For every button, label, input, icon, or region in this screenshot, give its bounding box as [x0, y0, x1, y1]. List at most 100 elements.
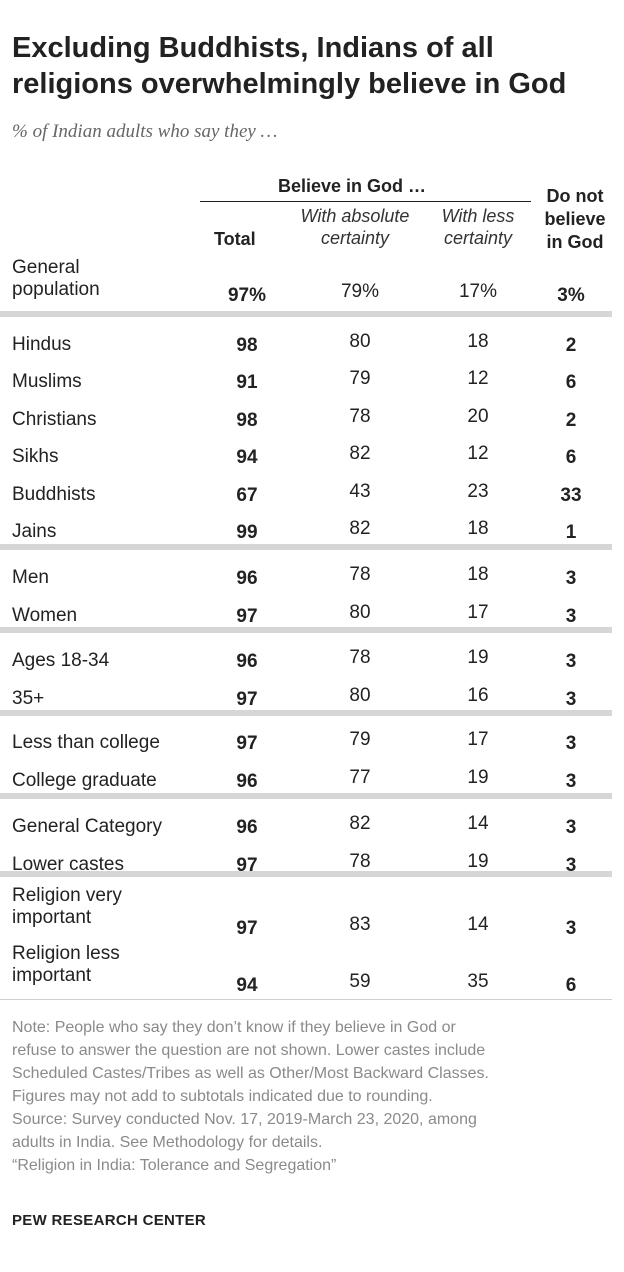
- note-line: Figures may not add to subtotals indicat…: [12, 1088, 433, 1105]
- cell-not: 3: [565, 606, 577, 627]
- cell-less: 19: [467, 851, 489, 872]
- cell-total: 94: [236, 447, 258, 468]
- cell-absolute: 83: [349, 914, 371, 935]
- row-label: General population: [12, 257, 100, 301]
- cell-not: 6: [565, 447, 577, 468]
- cell-total: 94: [236, 975, 258, 996]
- cell-not: 3: [565, 855, 577, 876]
- cell-absolute: 82: [349, 443, 371, 464]
- column-header-line: Do not: [546, 186, 604, 206]
- column-header-total: Total: [214, 229, 256, 249]
- cell-less: 18: [467, 331, 489, 352]
- cell-total: 96: [236, 771, 258, 792]
- row-label-line: Jains: [12, 521, 57, 542]
- row-label-line: Women: [12, 605, 78, 626]
- cell-absolute: 43: [349, 481, 371, 502]
- group-separator: [0, 871, 612, 877]
- row-label-line: population: [12, 279, 100, 300]
- cell-absolute: 82: [349, 518, 371, 539]
- chart-title: Excluding Buddhists, Indians of all reli…: [12, 30, 612, 102]
- column-header-line: certainty: [443, 228, 513, 248]
- note-line: refuse to answer the question are not sh…: [12, 1042, 486, 1059]
- cell-absolute: 80: [349, 685, 371, 706]
- group-separator: [0, 311, 612, 317]
- group-header-believe: Believe in God …: [278, 176, 427, 196]
- row-label: Lower castes: [12, 854, 124, 876]
- cell-absolute: 77: [349, 767, 371, 788]
- cell-total: 96: [236, 651, 258, 672]
- cell-not: 3%: [557, 285, 585, 306]
- cell-less: 14: [467, 914, 489, 935]
- row-label-line: Less than college: [12, 732, 160, 753]
- cell-not: 3: [565, 733, 577, 754]
- note-line: Source: Survey conducted Nov. 17, 2019-M…: [12, 1111, 477, 1128]
- cell-less: 14: [467, 813, 489, 834]
- row-label: Jains: [12, 521, 56, 543]
- cell-not: 6: [565, 372, 577, 393]
- cell-less: 12: [467, 443, 489, 464]
- row-label: 35+: [12, 688, 44, 710]
- cell-less: 17: [467, 602, 489, 623]
- cell-less: 23: [467, 481, 489, 502]
- column-header-absolute: With absolute certainty: [285, 205, 425, 249]
- row-label-line: Hindus: [12, 334, 72, 355]
- row-label-line: Sikhs: [12, 446, 59, 467]
- cell-total: 91: [236, 372, 258, 393]
- cell-absolute: 78: [349, 564, 371, 585]
- row-label-line: Men: [12, 567, 49, 588]
- cell-not: 2: [565, 335, 577, 356]
- cell-not: 33: [560, 485, 582, 506]
- row-label-line: General: [12, 257, 80, 278]
- cell-absolute: 79: [349, 368, 371, 389]
- cell-total: 97%: [227, 285, 267, 306]
- cell-absolute: 79%: [340, 281, 380, 302]
- row-label: General Category: [12, 816, 162, 838]
- row-label-line: Christians: [12, 409, 97, 430]
- cell-less: 19: [467, 767, 489, 788]
- row-label: Religion less important: [12, 943, 120, 987]
- row-label-line: Buddhists: [12, 484, 96, 505]
- note-line: Scheduled Castes/Tribes as well as Other…: [12, 1065, 489, 1082]
- cell-total: 99: [236, 522, 258, 543]
- cell-absolute: 82: [349, 813, 371, 834]
- cell-total: 97: [236, 855, 258, 876]
- row-label-line: 35+: [12, 688, 45, 709]
- cell-total: 98: [236, 410, 258, 431]
- cell-not: 3: [565, 918, 577, 939]
- cell-total: 96: [236, 568, 258, 589]
- cell-less: 18: [467, 518, 489, 539]
- group-separator: [0, 793, 612, 799]
- cell-total: 96: [236, 817, 258, 838]
- cell-less: 17%: [458, 281, 498, 302]
- row-label-line: Muslims: [12, 371, 82, 392]
- row-label: Less than college: [12, 732, 160, 754]
- row-label-line: General Category: [12, 816, 162, 837]
- row-label: Women: [12, 605, 77, 627]
- row-label-line: important: [12, 907, 92, 928]
- column-header-not: Do not believe in God: [535, 185, 615, 254]
- row-label-line: Religion very: [12, 885, 122, 906]
- row-label-line: Ages 18-34: [12, 650, 110, 671]
- note-line: adults in India. See Methodology for det…: [12, 1134, 323, 1151]
- row-label-line: College graduate: [12, 770, 157, 791]
- chart-title-line: Excluding Buddhists, Indians of all: [12, 32, 494, 64]
- cell-less: 18: [467, 564, 489, 585]
- cell-less: 20: [467, 406, 489, 427]
- column-header-line: With less: [441, 206, 515, 226]
- source-footer: PEW RESEARCH CENTER: [12, 1212, 207, 1229]
- cell-absolute: 79: [349, 729, 371, 750]
- chart-title-line: religions overwhelmingly believe in God: [12, 68, 567, 100]
- cell-not: 3: [565, 568, 577, 589]
- row-label-line: important: [12, 965, 92, 986]
- cell-total: 97: [236, 733, 258, 754]
- group-separator: [0, 627, 612, 633]
- cell-absolute: 78: [349, 851, 371, 872]
- cell-not: 3: [565, 771, 577, 792]
- group-separator: [0, 710, 612, 716]
- row-label: Muslims: [12, 371, 82, 393]
- cell-less: 35: [467, 971, 489, 992]
- column-header-line: certainty: [320, 228, 390, 248]
- cell-total: 97: [236, 918, 258, 939]
- cell-total: 67: [236, 485, 258, 506]
- row-label-line: Lower castes: [12, 854, 124, 875]
